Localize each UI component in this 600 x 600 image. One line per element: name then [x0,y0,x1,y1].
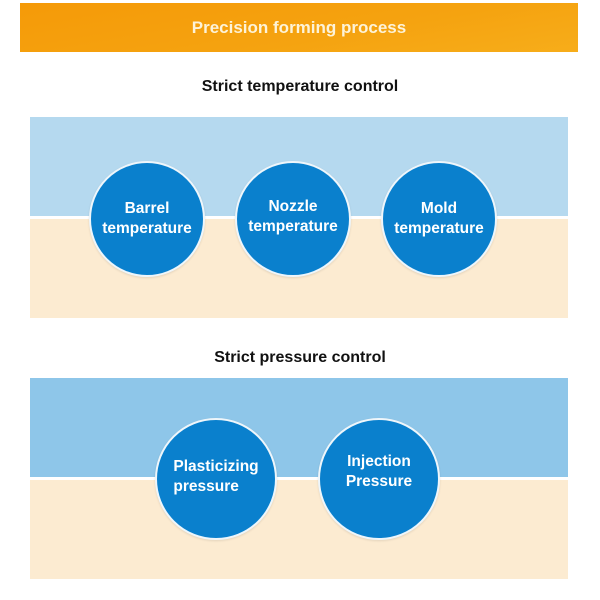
circle-label-line2: temperature [102,220,192,237]
circle-label-line1: Nozzle [268,198,318,215]
circle-label-line2: temperature [394,220,484,237]
pressure-panel: Plasticizing pressure Injection Pressure [30,378,568,579]
circle-label-line1: Mold [420,200,458,217]
circle-nozzle-temperature: Nozzle temperature [235,161,351,277]
section-title-temperature: Strict temperature control [201,78,399,95]
circle-injection-pressure: Injection Pressure [318,418,440,540]
section-title-pressure: Strict pressure control [214,349,386,366]
circle-label-line1: Barrel [124,200,170,217]
panel-bottom-band [30,478,568,579]
circle-label-line2: temperature [248,218,338,235]
circle-barrel-temperature: Barrel temperature [89,161,205,277]
panel-top-band [30,378,568,477]
circle-label-line1: Plasticizing [173,458,259,475]
circle-mold-temperature: Mold temperature [381,161,497,277]
circle-label-line1: Injection [347,453,411,470]
circle-label-line2: Pressure [345,473,413,490]
circle-plasticizing-pressure: Plasticizing pressure [155,418,277,540]
circle-label-line2: pressure [173,478,239,495]
header-banner: Precision forming process [20,3,578,52]
temperature-panel: Barrel temperature Nozzle temperature Mold… [30,117,568,318]
header-title: Precision forming process [191,17,407,37]
